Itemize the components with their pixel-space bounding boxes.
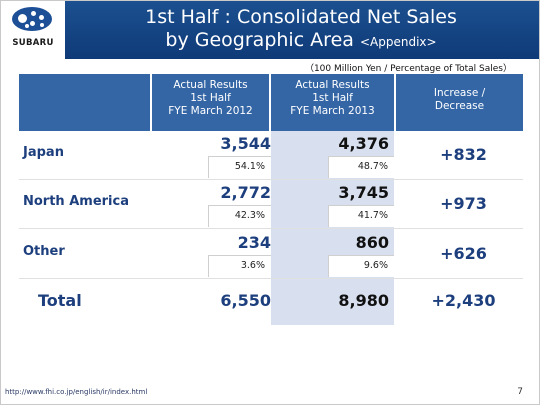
row-divider bbox=[19, 278, 523, 279]
column-header-2012: Actual Results 1st Half FYE March 2012 bbox=[152, 79, 269, 118]
page-title: 1st Half : Consolidated Net Sales bbox=[145, 6, 457, 28]
value-2013-other: 860 bbox=[355, 233, 389, 252]
column-header-change: Increase / Decrease bbox=[396, 87, 523, 113]
change-japan: +832 bbox=[440, 145, 487, 164]
value-2012-japan: 3,544 bbox=[220, 134, 271, 153]
subtitle-main: by Geographic Area bbox=[165, 29, 354, 51]
title-bar: SUBARU 1st Half : Consolidated Net Sales… bbox=[1, 1, 539, 59]
subaru-logo: SUBARU bbox=[1, 1, 65, 59]
value-2012-other: 234 bbox=[237, 233, 271, 252]
column-header-2013: Actual Results 1st Half FYE March 2013 bbox=[271, 79, 394, 118]
pct-box bbox=[208, 205, 271, 227]
total-change: +2,430 bbox=[431, 291, 496, 310]
row-label-north-america: North America bbox=[23, 194, 129, 209]
row-label-japan: Japan bbox=[23, 145, 64, 160]
value-2013-japan: 4,376 bbox=[338, 134, 389, 153]
value-2013-north-america: 3,745 bbox=[338, 183, 389, 202]
pct-2013-japan: 48.7% bbox=[357, 161, 388, 172]
pct-box bbox=[328, 255, 394, 277]
pct-2012-north-america: 42.3% bbox=[234, 210, 265, 221]
row-label-other: Other bbox=[23, 244, 65, 259]
pct-box bbox=[208, 156, 271, 178]
total-2013: 8,980 bbox=[338, 291, 389, 310]
col1-line3: FYE March 2012 bbox=[168, 105, 253, 117]
pct-2012-other: 3.6% bbox=[240, 260, 265, 271]
col1-line2: 1st Half bbox=[190, 92, 231, 104]
pct-2013-north-america: 41.7% bbox=[357, 210, 388, 221]
header-label-cell bbox=[19, 74, 150, 131]
pleiades-star-icon bbox=[12, 7, 52, 31]
units-note: （100 Million Yen / Percentage of Total S… bbox=[304, 64, 512, 74]
row-label-total: Total bbox=[38, 291, 82, 310]
page-subtitle: by Geographic Area <Appendix> bbox=[71, 30, 531, 53]
total-2012: 6,550 bbox=[220, 291, 271, 310]
page-number: 7 bbox=[517, 387, 523, 397]
appendix-tag: <Appendix> bbox=[359, 35, 437, 49]
col2-line2: 1st Half bbox=[312, 92, 353, 104]
col1-line1: Actual Results bbox=[173, 79, 248, 91]
change-other: +626 bbox=[440, 244, 487, 263]
value-2012-north-america: 2,772 bbox=[220, 183, 271, 202]
change-north-america: +973 bbox=[440, 194, 487, 213]
col2-line3: FYE March 2013 bbox=[290, 105, 375, 117]
pct-box bbox=[328, 156, 394, 178]
row-divider bbox=[19, 179, 523, 180]
row-divider bbox=[19, 228, 523, 229]
col3-line2: Decrease bbox=[434, 100, 485, 112]
header-col-change bbox=[396, 74, 523, 131]
footer-url[interactable]: http://www.fhi.co.jp/english/ir/index.ht… bbox=[5, 388, 148, 396]
pct-2013-other: 9.6% bbox=[363, 260, 388, 271]
col2-line1: Actual Results bbox=[295, 79, 370, 91]
pct-2012-japan: 54.1% bbox=[234, 161, 265, 172]
col3-line1: Increase / bbox=[433, 87, 486, 99]
logo-wordmark: SUBARU bbox=[12, 38, 54, 48]
header-col-2013 bbox=[271, 74, 394, 131]
pct-box bbox=[328, 205, 394, 227]
pct-box bbox=[208, 255, 271, 277]
header-col-2012 bbox=[152, 74, 269, 131]
